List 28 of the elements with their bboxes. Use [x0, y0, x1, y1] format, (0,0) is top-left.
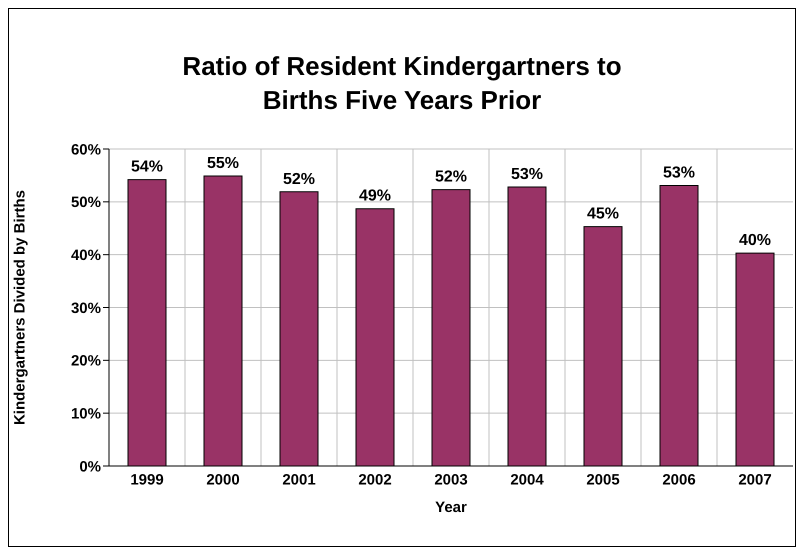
- x-tick-label: 2007: [738, 472, 772, 489]
- x-tick-label: 2003: [434, 472, 468, 489]
- y-tick-label: 10%: [70, 405, 101, 422]
- y-axis-title: Kindergartners Divided by Births: [11, 190, 28, 426]
- y-tick-label: 0%: [79, 458, 101, 476]
- y-tick-label: 40%: [70, 246, 101, 264]
- x-tick-label: 2001: [282, 472, 316, 489]
- x-tick-label: 2000: [206, 472, 240, 489]
- data-label: 55%: [206, 154, 240, 172]
- x-tick-label: 2002: [358, 472, 392, 489]
- data-label: 52%: [434, 168, 468, 186]
- y-tick-label: 30%: [70, 300, 101, 317]
- data-label: 40%: [738, 232, 772, 250]
- data-label: 49%: [358, 188, 392, 205]
- data-label: 54%: [130, 158, 164, 176]
- x-tick-label: 2006: [662, 472, 696, 489]
- data-label: 45%: [586, 206, 620, 223]
- y-tick-label: 20%: [70, 352, 101, 370]
- chart-title: Ratio of Resident Kindergartners to Births Five Years Prior: [181, 50, 623, 117]
- y-tick-label: 50%: [70, 194, 101, 212]
- data-label: 52%: [282, 170, 316, 188]
- data-label: 53%: [510, 166, 544, 184]
- x-tick-label: 1999: [130, 472, 164, 489]
- x-tick-label: 2005: [586, 472, 620, 489]
- x-axis-title: Year: [435, 499, 468, 516]
- y-tick-label: 60%: [70, 141, 101, 158]
- data-label: 53%: [662, 164, 696, 182]
- x-tick-label: 2004: [510, 472, 544, 489]
